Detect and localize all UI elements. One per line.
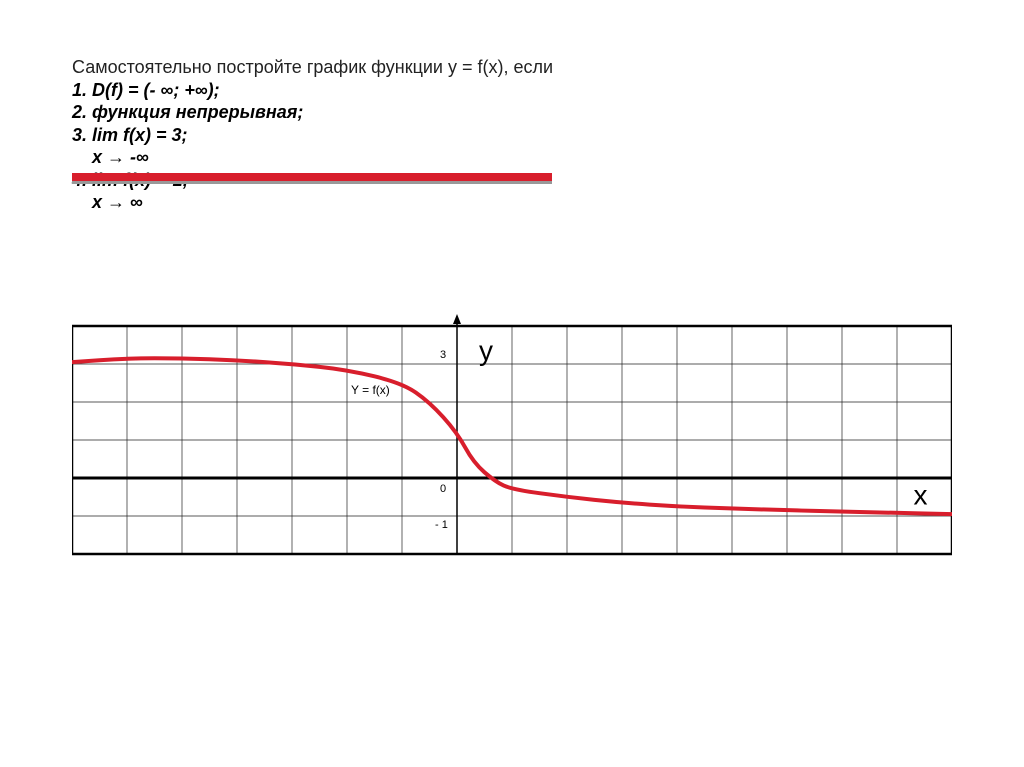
chart-container: 3 0 - 1 Y = f(x) у х	[72, 310, 952, 570]
intro-line: Самостоятельно постройте график функции …	[72, 56, 952, 79]
condition-3a: 3. lim f(x) = 3;	[72, 124, 952, 147]
tick-3: 3	[440, 349, 446, 361]
fn-label: Y = f(x)	[351, 383, 390, 397]
condition-2: 2. функция непрерывная;	[72, 101, 952, 124]
condition-3b: х → -∞	[72, 146, 952, 169]
tick-0: 0	[440, 483, 446, 495]
condition-1: 1. D(f) = (- ∞; +∞);	[72, 79, 952, 102]
tick-minus-1: - 1	[435, 519, 448, 531]
red-underline-bar	[72, 173, 552, 181]
chart-svg: 3 0 - 1 Y = f(x) у х	[72, 310, 952, 570]
condition-4b: х → ∞	[72, 191, 952, 214]
problem-text: Самостоятельно постройте график функции …	[72, 56, 952, 214]
x-axis-label: х	[914, 480, 928, 511]
page: Самостоятельно постройте график функции …	[0, 0, 1024, 767]
y-axis-label: у	[479, 335, 493, 366]
